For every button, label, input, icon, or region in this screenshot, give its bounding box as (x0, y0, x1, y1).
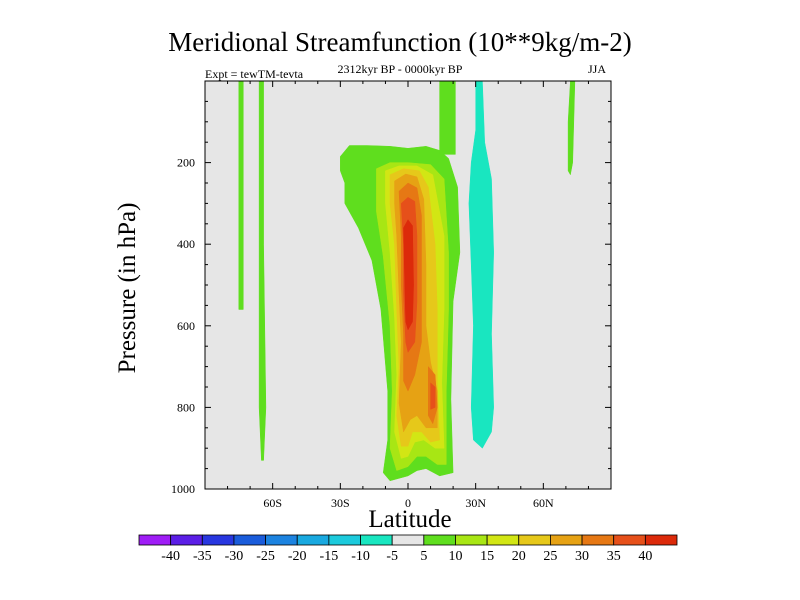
colorbar-label: 35 (607, 549, 621, 564)
colorbar-swatch (455, 534, 488, 546)
colorbar-label: -25 (256, 549, 275, 564)
colorbar-label: -30 (225, 549, 244, 564)
colorbar-swatch (138, 534, 172, 546)
contour-level-40 (403, 219, 414, 331)
y-tick-label: 200 (177, 156, 195, 170)
colorbar-label: -20 (288, 549, 307, 564)
colorbar-label: 20 (512, 549, 526, 564)
colorbar-swatch (296, 534, 330, 546)
x-tick-label: 30N (465, 496, 486, 510)
colorbar-swatch (486, 534, 520, 546)
x-tick-label: 30S (331, 496, 350, 510)
x-tick-label: 0 (405, 496, 411, 510)
colorbar-swatch (233, 534, 266, 546)
colorbar-swatch (265, 534, 298, 546)
colorbar-swatch (613, 534, 646, 546)
colorbar-swatch (423, 534, 456, 546)
colorbar-swatch (550, 534, 583, 546)
colorbar-swatch (644, 534, 678, 546)
colorbar-label: 30 (575, 549, 589, 564)
colorbar-swatch (360, 534, 393, 546)
colorbar-label: -15 (320, 549, 339, 564)
colorbar-label: 40 (638, 549, 652, 564)
y-tick-label: 1000 (171, 482, 195, 496)
contour-level-5 (439, 80, 456, 155)
experiment-label: Expt = tewTM-tevta (205, 67, 304, 81)
colorbar-label: -40 (161, 549, 180, 564)
colorbar-swatch (518, 534, 551, 546)
colorbar-swatch (328, 534, 361, 546)
colorbar-swatch (391, 534, 425, 546)
colorbar-label: 25 (543, 549, 557, 564)
y-tick-label: 600 (177, 319, 195, 333)
contour-level-neg5 (468, 80, 494, 449)
y-tick-label: 800 (177, 400, 195, 414)
y-tick-label: 400 (177, 237, 195, 251)
colorbar: -40 -35 -30 -25 -20 -15 -10 -5 5 10 15 20 25 30 35 40 (138, 534, 678, 564)
x-tick-label: 60N (533, 496, 554, 510)
colorbar-swatch (581, 534, 615, 546)
x-axis-label: Latitude (368, 506, 452, 533)
colorbar-label: -35 (193, 549, 212, 564)
colorbar-swatch (201, 534, 235, 546)
colorbar-label: 10 (448, 549, 462, 564)
colorbar-label: 5 (420, 549, 427, 564)
contour-level-5 (258, 80, 267, 461)
season-label: JJA (588, 62, 607, 76)
colorbar-label: -5 (386, 549, 398, 564)
chart-subtitle: 2312kyr BP - 0000kyr BP (337, 62, 463, 76)
colorbar-swatch (170, 534, 203, 546)
x-tick-label: 60S (263, 496, 282, 510)
contour-level-35 (430, 382, 436, 410)
colorbar-label: 15 (480, 549, 494, 564)
contour-level-5 (238, 80, 244, 310)
chart-title: Meridional Streamfunction (10**9kg/m-2) (168, 27, 632, 57)
colorbar-label: -10 (351, 549, 370, 564)
